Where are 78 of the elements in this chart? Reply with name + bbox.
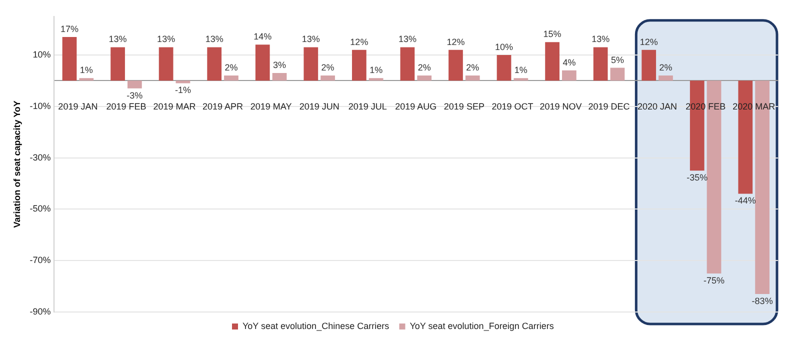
x-tick-label: 2019 DEC bbox=[588, 102, 630, 112]
x-tick-label: 2020 JAN bbox=[638, 102, 678, 112]
data-label: 15% bbox=[543, 29, 562, 40]
data-label: 3% bbox=[273, 60, 286, 70]
y-tick-label: -10% bbox=[30, 100, 51, 111]
y-tick-label: -70% bbox=[30, 255, 51, 266]
bar bbox=[320, 76, 335, 81]
bar bbox=[658, 76, 673, 81]
data-label: 13% bbox=[205, 34, 224, 44]
y-tick-label: -90% bbox=[30, 306, 51, 316]
x-tick-label: 2019 MAY bbox=[250, 102, 292, 112]
bar bbox=[304, 47, 318, 81]
data-label: 13% bbox=[592, 34, 610, 44]
y-tick-label: -50% bbox=[30, 204, 51, 214]
data-label: -83% bbox=[752, 296, 773, 306]
data-label: 4% bbox=[562, 57, 576, 68]
bar bbox=[158, 47, 174, 81]
data-label: 13% bbox=[157, 34, 176, 44]
data-label: 2% bbox=[659, 62, 672, 73]
data-label: 1% bbox=[370, 65, 383, 76]
data-label: 2% bbox=[418, 62, 431, 73]
data-label: -35% bbox=[686, 172, 708, 183]
bar bbox=[255, 44, 270, 81]
data-label: 1% bbox=[80, 65, 93, 76]
bar bbox=[448, 50, 463, 81]
bar bbox=[514, 78, 528, 81]
y-axis-title: Variation of seat capacity YoY bbox=[12, 100, 22, 228]
bar bbox=[62, 36, 77, 81]
bar bbox=[610, 68, 625, 81]
x-tick-label: 2019 SEP bbox=[444, 102, 484, 112]
bar bbox=[562, 70, 576, 81]
bar bbox=[207, 47, 222, 81]
legend-label: YoY seat evolution_Chinese Carriers bbox=[242, 320, 390, 331]
bar bbox=[272, 72, 287, 81]
bar bbox=[465, 76, 480, 81]
x-tick-label: 2019 JAN bbox=[58, 102, 98, 112]
bar bbox=[352, 50, 366, 81]
x-tick-label: 2019 AUG bbox=[395, 102, 437, 112]
bar bbox=[545, 42, 560, 81]
data-label: 2% bbox=[321, 62, 334, 73]
x-tick-label: 2019 MAR bbox=[153, 102, 196, 112]
data-label: -3% bbox=[126, 90, 143, 100]
bar bbox=[79, 78, 94, 81]
bar bbox=[496, 54, 512, 81]
data-label: 2% bbox=[466, 62, 480, 73]
x-tick-label: 2019 NOV bbox=[540, 102, 582, 112]
data-label: 14% bbox=[254, 32, 272, 42]
bar bbox=[368, 78, 384, 81]
data-label: 1% bbox=[514, 65, 528, 76]
x-tick-label: 2019 OCT bbox=[492, 102, 534, 112]
bar bbox=[224, 76, 238, 81]
data-label: 13% bbox=[302, 34, 320, 44]
data-label: -1% bbox=[174, 85, 191, 96]
data-label: -44% bbox=[734, 196, 756, 206]
bar bbox=[176, 80, 190, 84]
data-label: -75% bbox=[704, 275, 725, 286]
bar bbox=[593, 47, 608, 81]
bar bbox=[417, 76, 432, 81]
y-tick-label: -30% bbox=[30, 152, 51, 162]
bar bbox=[127, 80, 142, 88]
bar bbox=[642, 50, 656, 81]
data-label: 5% bbox=[610, 54, 624, 65]
bar bbox=[110, 47, 125, 81]
x-tick-label: 2019 FEB bbox=[106, 102, 146, 112]
data-label: 17% bbox=[60, 24, 79, 34]
data-label: 13% bbox=[398, 34, 416, 44]
data-label: 13% bbox=[108, 34, 127, 44]
legend-label: YoY seat evolution_Foreign Carriers bbox=[410, 320, 554, 331]
y-tick-label: 10% bbox=[32, 49, 51, 60]
x-tick-label: 2019 APR bbox=[202, 102, 244, 112]
data-label: 12% bbox=[640, 36, 658, 47]
data-label: 12% bbox=[350, 36, 368, 47]
bar bbox=[400, 47, 415, 81]
x-tick-label: 2019 JUL bbox=[348, 102, 387, 112]
x-tick-label: 2019 JUN bbox=[299, 102, 340, 112]
data-label: 10% bbox=[495, 42, 514, 52]
data-label: 2% bbox=[224, 62, 238, 73]
data-label: 12% bbox=[446, 36, 465, 47]
